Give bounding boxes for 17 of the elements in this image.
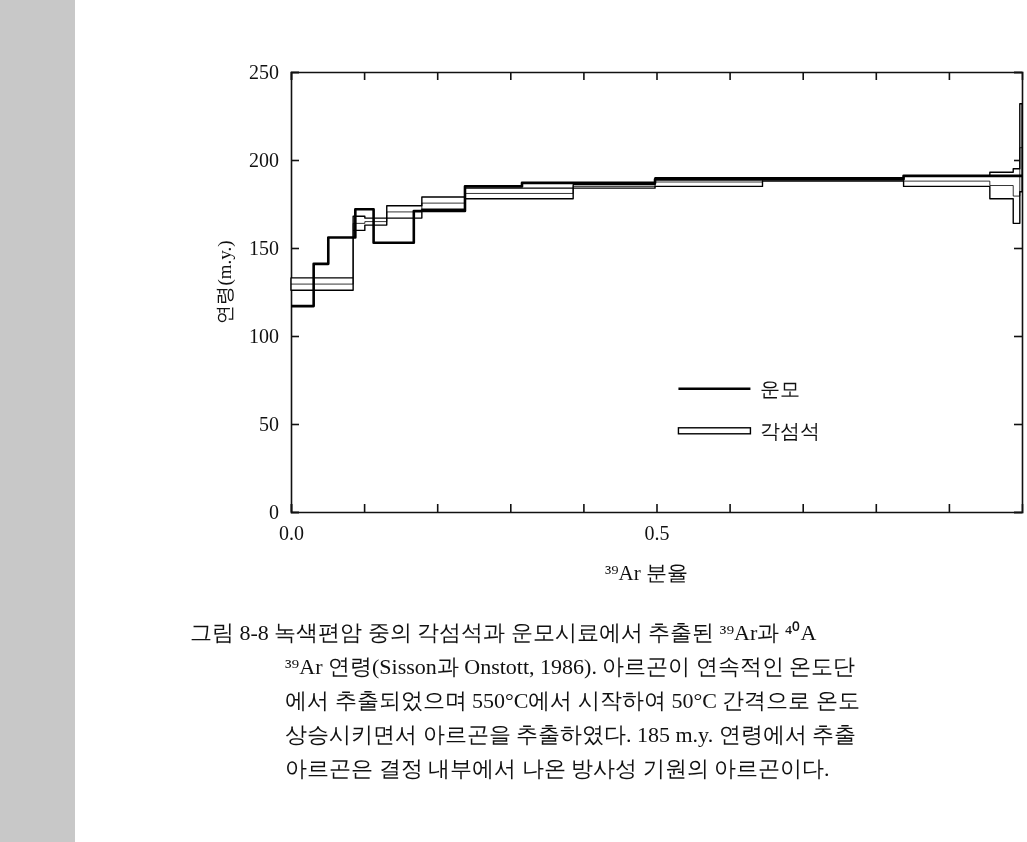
caption: 그림 8-8 녹색편암 중의 각섬석과 운모시료에서 추출된 ³⁹Ar과 ⁴⁰A: [190, 620, 817, 645]
text: 상승시키면서 아르곤을 추출하였다. 185 m.y. 연령에서 추출: [285, 722, 857, 747]
y-axis-title: 연령(m.y.): [214, 240, 236, 324]
y-tick-label: 250: [249, 60, 279, 83]
text: ³⁹Ar 연령(Sisson과 Onstott, 1986). 아르곤이 연속적인 온도단: [285, 654, 856, 679]
y-tick-label: 200: [249, 148, 279, 171]
x-tick-label: 0.5: [644, 522, 670, 545]
x-tick-label: 0.0: [279, 522, 304, 545]
text: 아르곤은 결정 내부에서 나온 방사성 기원의 아르곤이다.: [285, 756, 830, 781]
legend-label: 운모: [760, 377, 801, 400]
y-tick-label: 0: [269, 500, 279, 523]
x-axis-title: ³⁹Ar 분율: [604, 561, 689, 585]
text: 에서 추출되었으며 550°C에서 시작하여 50°C 간격으로 온도: [285, 688, 860, 713]
y-tick-label: 150: [249, 236, 279, 259]
y-tick-label: 50: [259, 412, 279, 435]
legend-label: 각섬석: [760, 419, 821, 442]
y-tick-label: 100: [249, 324, 279, 347]
